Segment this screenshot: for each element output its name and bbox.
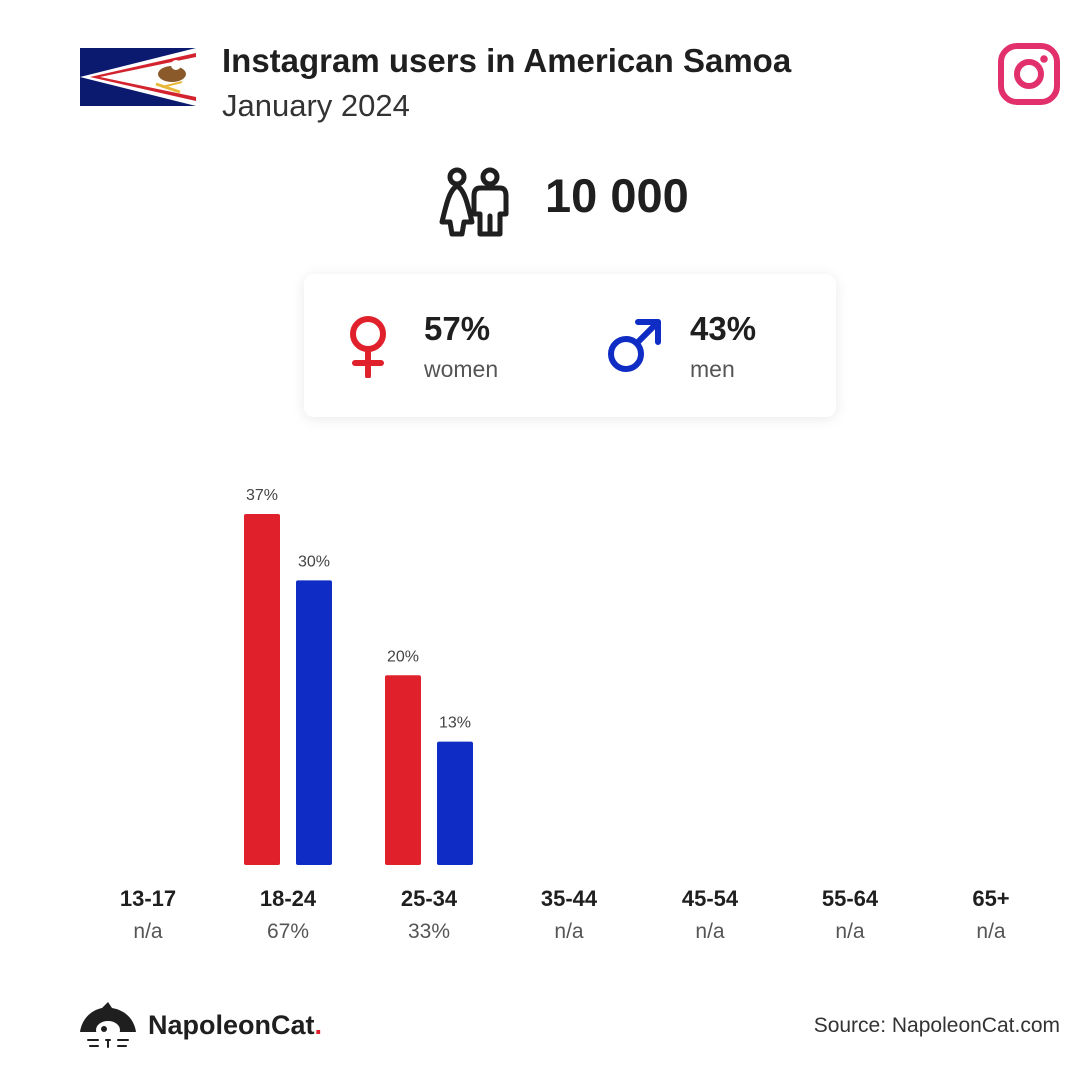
category-label: 13-17 <box>120 886 176 911</box>
source-credit: Source: NapoleonCat.com <box>813 1014 1060 1037</box>
bar-18-24-series-2 <box>296 580 332 865</box>
female-symbol-icon <box>350 316 386 378</box>
american-samoa-flag-icon <box>80 48 196 106</box>
gender-split-card: 57% women 43% men <box>304 274 836 417</box>
women-label: women <box>424 356 499 382</box>
total-users: 10 000 <box>545 169 689 222</box>
category-label: 25-34 <box>401 886 458 911</box>
category-total-label: 33% <box>408 920 450 943</box>
category-label: 55-64 <box>822 886 879 911</box>
category-label: 18-24 <box>260 886 317 911</box>
bar-value-label: 13% <box>439 715 471 732</box>
bar-value-label: 30% <box>298 553 330 570</box>
page-title: Instagram users in American Samoa <box>222 42 792 79</box>
category-total-label: 67% <box>267 920 309 943</box>
page-subtitle: January 2024 <box>222 88 410 123</box>
category-total-label: n/a <box>835 920 865 943</box>
bar-18-24-series-1 <box>244 514 280 865</box>
category-label: 35-44 <box>541 886 598 911</box>
bar-25-34-series-2 <box>437 741 473 865</box>
bar-value-label: 20% <box>387 648 419 665</box>
category-total-label: n/a <box>695 920 725 943</box>
brand-dot: . <box>314 1010 323 1040</box>
category-label: 45-54 <box>682 886 739 911</box>
people-icon <box>439 167 509 237</box>
category-total-label: n/a <box>133 920 163 943</box>
men-label: men <box>690 356 735 382</box>
bar-25-34-series-1 <box>385 675 421 865</box>
brand-text: NapoleonCat <box>148 1010 315 1040</box>
men-percent: 43% <box>690 310 757 347</box>
category-total-label: n/a <box>976 920 1006 943</box>
brand-name: NapoleonCat. <box>148 1010 322 1041</box>
age-gender-bar-chart: 13-17 n/a 37% 30% 18-24 67% 20% 13% 25-34 33% 35-4… <box>120 487 1010 943</box>
category-label: 65+ <box>972 886 1009 911</box>
napoleoncat-logo-icon <box>80 1002 136 1048</box>
instagram-icon <box>998 43 1060 105</box>
bar-value-label: 37% <box>246 487 278 504</box>
women-percent: 57% <box>424 310 491 347</box>
category-total-label: n/a <box>554 920 584 943</box>
male-symbol-icon <box>608 319 661 372</box>
